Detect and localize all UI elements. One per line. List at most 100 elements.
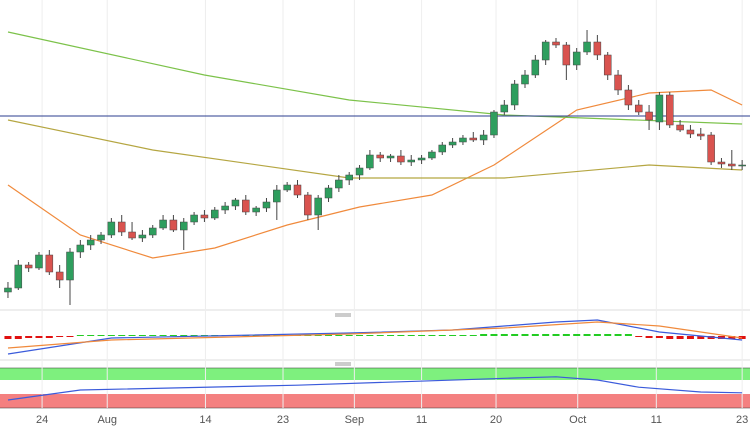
candle-body [386,155,395,159]
candle-body [231,199,240,207]
candle-body [314,197,322,216]
candle-body [448,141,457,146]
x-tick-label: 20 [490,414,502,426]
candle-body [479,134,488,141]
histogram-bar [511,334,519,336]
candle-body [304,194,312,216]
candle-body [35,254,43,269]
candle-body [469,137,478,141]
candle-body [283,184,291,191]
x-tick-label: 23 [736,414,748,426]
candle-body [728,163,736,167]
histogram-bar [593,334,601,336]
histogram-bar [655,336,663,338]
macd-line [7,321,743,349]
histogram-bar [469,335,477,336]
candle-body [273,189,281,203]
candle-body [76,244,85,253]
rsi-line [7,376,743,401]
candle-body [541,41,550,61]
candle-body [500,104,509,113]
histogram-bar [459,335,467,336]
x-tick-label: Sep [345,414,365,426]
x-tick-label: Oct [569,414,586,426]
histogram-bar [645,336,653,338]
histogram-bar [686,336,694,339]
candle-body [138,234,147,239]
candle-body [211,209,219,219]
histogram-bar [624,334,632,336]
candle-body [345,174,353,181]
candle-body [634,104,643,113]
histogram-bar [366,335,374,336]
histogram-bar [562,334,570,336]
candle-body [86,239,95,246]
histogram-bar [376,335,384,336]
panel-handle[interactable] [335,313,351,317]
candle-body [4,287,12,293]
histogram-bar [728,336,736,339]
candle-body [603,54,612,76]
histogram-bar [635,336,643,337]
histogram-bar [138,335,146,336]
candle-body [510,83,519,106]
candle-body [614,74,622,91]
candle-body [252,207,260,213]
candle-body [55,271,64,281]
histogram-bar [159,335,167,336]
candle-body [552,41,560,46]
candle-body [438,144,447,153]
candle-body [335,179,343,189]
candle-body [666,94,674,126]
candle-body [200,214,209,219]
histogram-bar [407,335,415,336]
candle-body [293,184,302,196]
moving-average [7,31,743,125]
histogram-bar [500,334,508,336]
histogram-bar [76,335,84,336]
candle-body [562,44,571,66]
histogram-bar [118,335,126,336]
candle-body [148,227,157,236]
histogram-bar [428,335,436,336]
candle-body [428,151,436,159]
moving-average [7,119,743,179]
overbought-band [0,368,750,380]
histogram-bar [583,334,591,336]
candle-body [117,221,126,233]
candle-body [24,264,33,269]
histogram-bar [552,334,560,336]
candle-body [190,214,198,223]
histogram-bar [87,335,95,336]
candle-body [66,251,74,281]
histogram-bar [56,336,64,337]
candle-body [324,187,333,199]
candle-body [593,41,602,56]
histogram-bar [676,336,684,339]
candle-body [242,199,250,213]
candle-body [128,231,136,239]
candle-body [697,133,705,137]
histogram-bar [190,335,198,336]
histogram-bar [697,336,705,339]
candle-body [376,154,384,159]
x-tick-label: 14 [199,414,211,426]
histogram-bar [314,335,322,336]
histogram-bar [180,335,188,336]
histogram-bar [335,335,343,336]
histogram-bar [128,335,136,336]
candle-body [572,51,581,66]
candle-body [45,254,54,273]
panel-handle[interactable] [335,362,351,366]
candle-body [97,234,105,241]
candle-body [366,154,374,169]
candle-body [583,41,591,53]
candle-body [717,161,726,165]
candle-body [417,157,426,161]
candle-body [521,74,529,85]
candle-body [107,221,116,236]
candle-body [221,205,229,211]
x-tick-label: 11 [651,414,662,426]
